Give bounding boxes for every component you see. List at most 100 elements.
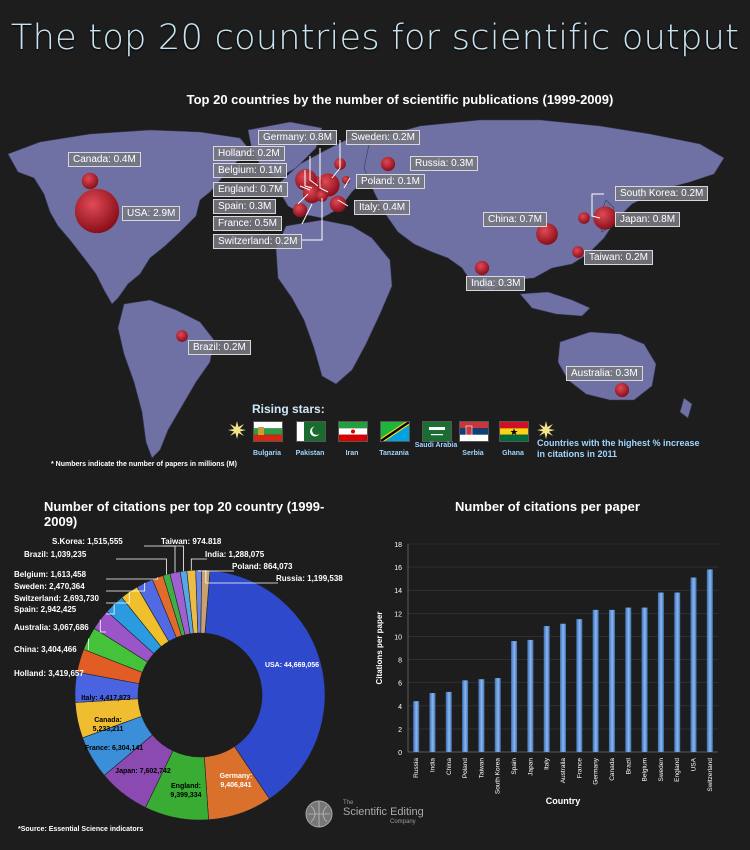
country-label: Sweden: 0.2M	[346, 130, 420, 145]
publication-dot	[572, 246, 584, 258]
flag-label: Ghana	[502, 450, 524, 457]
pie-slice-label: Taiwan: 974.818	[161, 537, 222, 546]
country-label: Japan: 0.8M	[615, 212, 681, 227]
pie-slice-label: Germany: 9,406,841	[219, 773, 253, 789]
pie-slice-label: Brazil: 1,039,235	[24, 550, 87, 559]
country-label: USA: 2.9M	[122, 206, 181, 221]
bar	[608, 609, 615, 752]
flag-icon	[422, 421, 452, 442]
pie-leader-line	[106, 591, 130, 604]
flag-icon	[253, 421, 283, 442]
rising-stars-title: Rising stars:	[252, 402, 325, 416]
bar	[625, 607, 632, 752]
pie-leader-lines	[88, 545, 278, 650]
x-tick-label: Belgium	[642, 758, 649, 781]
pie-slice-label: Italy: 4,417,873	[81, 695, 131, 702]
logo-sub-text: Company	[390, 819, 416, 825]
pie-slice-label: France: 6,304,141	[84, 745, 144, 752]
y-tick-label: 14	[394, 588, 402, 595]
bar-chart-title: Number of citations per paper	[455, 499, 640, 514]
pie-leader-line	[88, 638, 89, 650]
bar	[657, 592, 664, 752]
y-tick-label: 12	[394, 611, 402, 618]
x-tick-label: India	[429, 758, 436, 772]
new-zealand-shape	[679, 397, 693, 419]
x-tick-label: Spain	[511, 758, 518, 775]
pie-slice	[200, 569, 211, 634]
bar	[445, 691, 452, 752]
citations-per-paper-bar-chart: 0 2 4 6 8 10 12 14 16 18 Russia India China Poland Tai…	[375, 542, 718, 806]
x-tick-label: Germany	[593, 757, 600, 784]
publication-dot	[74, 188, 120, 234]
x-tick-label: England	[674, 758, 681, 782]
x-tick-label: China	[446, 758, 453, 775]
pie-leader-line	[205, 570, 278, 584]
publication-dot	[329, 195, 347, 213]
flag-label: Saudi Arabia	[414, 442, 458, 449]
country-label: Poland: 0.1M	[356, 174, 425, 189]
country-label: Spain: 0.3M	[213, 199, 277, 214]
y-tick-label: 8	[398, 658, 402, 665]
flag-label: Tanzania	[379, 450, 409, 457]
bar	[462, 680, 469, 752]
pie-leader-line	[198, 570, 234, 572]
publication-dot	[380, 156, 396, 172]
x-tick-label: Japan	[527, 758, 534, 776]
publication-dots	[74, 156, 630, 398]
pie-slice-label: Holland: 3,419,657	[14, 669, 84, 678]
pie-slice-label: England: 9,399,334	[170, 783, 202, 799]
company-logo	[305, 800, 333, 828]
logo-small-text: The	[343, 800, 354, 806]
publication-dot	[474, 260, 490, 276]
bar	[494, 678, 501, 752]
world-map: Canada: 0.4M USA: 2.9M Brazil: 0.2M Germany…	[0, 108, 750, 470]
x-tick-label: Switzerland	[707, 758, 714, 792]
africa-shape	[275, 219, 393, 385]
pie-leader-line	[163, 545, 184, 572]
x-tick-label: Canada	[609, 758, 616, 781]
x-tick-label: Taiwan	[478, 758, 485, 779]
y-axis-label: Citations per paper	[375, 612, 384, 685]
country-label: South Korea: 0.2M	[615, 186, 709, 201]
bar	[674, 592, 681, 752]
star-burst-icon	[228, 421, 246, 439]
bar	[511, 641, 518, 752]
bar	[413, 701, 420, 752]
logo-name: Scientific Editing	[343, 806, 424, 818]
y-tick-label: 10	[394, 634, 402, 641]
pie-slice-label: Belgium: 1,613,458	[14, 570, 87, 579]
continents	[7, 119, 725, 459]
country-label: Canada: 0.4M	[68, 152, 141, 167]
country-label: China: 0.7M	[483, 212, 547, 227]
pie-slice-label: China: 3,404,466	[14, 645, 77, 654]
pie-leader-line	[116, 558, 167, 575]
page-title: The top 20 countries for scientific outp…	[10, 18, 740, 58]
south-america-shape	[117, 299, 215, 459]
bar	[543, 626, 550, 752]
x-axis-label: Country	[546, 796, 581, 806]
x-tick-label: South Korea	[495, 758, 502, 795]
bar	[592, 609, 599, 752]
bar	[641, 607, 648, 752]
map-footnote: * Numbers indicate the number of papers …	[51, 461, 237, 468]
pie-slice-label: Sweden: 2,470,364	[14, 582, 85, 591]
pie-leader-line	[190, 558, 207, 571]
flag-label: Pakistan	[295, 450, 325, 457]
pie-slice-label: S.Korea: 1,515,555	[52, 537, 123, 546]
citations-donut-chart	[74, 569, 326, 821]
y-tick-label: 0	[398, 750, 402, 757]
bar	[527, 639, 534, 752]
flag-label: Iran	[345, 450, 359, 457]
country-label: Brazil: 0.2M	[188, 340, 251, 355]
pie-slice-label: Canada: 5,233,211	[92, 717, 124, 733]
y-tick-label: 16	[394, 565, 402, 572]
country-label: Taiwan: 0.2M	[584, 250, 653, 265]
publication-dot	[593, 206, 617, 230]
bar	[429, 693, 436, 752]
publication-dot	[176, 330, 188, 342]
callout-lines	[297, 140, 604, 241]
x-tick-label: Italy	[544, 757, 551, 770]
donut-hole	[139, 634, 261, 756]
x-tick-label: Australia	[560, 758, 567, 784]
country-label: England: 0.7M	[213, 182, 288, 197]
